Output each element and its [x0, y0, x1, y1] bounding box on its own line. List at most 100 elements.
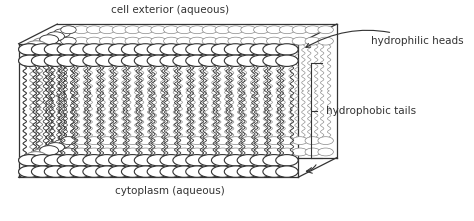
Circle shape [254, 26, 269, 34]
Circle shape [100, 137, 115, 145]
Circle shape [96, 166, 118, 177]
Circle shape [254, 148, 269, 156]
Circle shape [215, 37, 230, 45]
Circle shape [26, 163, 47, 174]
Circle shape [199, 166, 221, 177]
Circle shape [40, 35, 59, 44]
Circle shape [96, 55, 118, 67]
Circle shape [224, 44, 246, 55]
Circle shape [189, 137, 205, 145]
Circle shape [134, 154, 157, 166]
Circle shape [46, 32, 64, 41]
Circle shape [160, 166, 182, 177]
Circle shape [263, 154, 285, 166]
Circle shape [100, 26, 115, 34]
Circle shape [279, 148, 295, 156]
Circle shape [250, 55, 273, 67]
Circle shape [224, 166, 246, 177]
Circle shape [160, 44, 182, 55]
Circle shape [202, 26, 218, 34]
Circle shape [211, 154, 234, 166]
Circle shape [292, 26, 308, 34]
Circle shape [54, 140, 70, 148]
Text: cytoplasm (aqueous): cytoplasm (aqueous) [115, 186, 225, 196]
Circle shape [215, 26, 230, 34]
Circle shape [121, 166, 144, 177]
Circle shape [18, 44, 41, 55]
Circle shape [151, 37, 166, 45]
Circle shape [176, 37, 192, 45]
Circle shape [279, 37, 295, 45]
Circle shape [164, 26, 179, 34]
Circle shape [189, 37, 205, 45]
Circle shape [61, 37, 76, 45]
Circle shape [173, 55, 195, 67]
Circle shape [26, 41, 47, 51]
Circle shape [44, 55, 67, 67]
Circle shape [254, 37, 269, 45]
Circle shape [279, 26, 295, 34]
Circle shape [112, 148, 128, 156]
Circle shape [31, 55, 54, 67]
Circle shape [292, 137, 308, 145]
Circle shape [318, 37, 333, 45]
Circle shape [26, 52, 47, 63]
Circle shape [138, 37, 154, 45]
Circle shape [224, 154, 246, 166]
Circle shape [186, 154, 208, 166]
Circle shape [263, 44, 285, 55]
Circle shape [86, 137, 102, 145]
Circle shape [189, 26, 205, 34]
Circle shape [138, 137, 154, 145]
Circle shape [83, 44, 105, 55]
Circle shape [61, 37, 76, 45]
Circle shape [86, 37, 102, 45]
Circle shape [160, 154, 182, 166]
Circle shape [134, 44, 157, 55]
Circle shape [202, 148, 218, 156]
Circle shape [26, 152, 47, 162]
Circle shape [121, 44, 144, 55]
Circle shape [318, 137, 333, 145]
Circle shape [276, 44, 298, 55]
Circle shape [57, 166, 80, 177]
Circle shape [237, 44, 260, 55]
Circle shape [83, 154, 105, 166]
Circle shape [100, 148, 115, 156]
Text: cell exterior (aqueous): cell exterior (aqueous) [111, 5, 229, 15]
Circle shape [134, 166, 157, 177]
Circle shape [276, 55, 298, 67]
Circle shape [18, 55, 41, 67]
Circle shape [96, 44, 118, 55]
Circle shape [61, 148, 76, 156]
Circle shape [40, 46, 59, 56]
Text: hydrophobic tails: hydrophobic tails [326, 105, 416, 116]
Circle shape [57, 55, 80, 67]
Circle shape [215, 148, 230, 156]
Circle shape [211, 55, 234, 67]
Circle shape [134, 55, 157, 67]
Circle shape [44, 44, 67, 55]
Circle shape [70, 44, 92, 55]
Circle shape [33, 49, 53, 59]
Circle shape [109, 166, 131, 177]
Circle shape [250, 44, 273, 55]
Circle shape [224, 55, 246, 67]
Circle shape [266, 137, 282, 145]
Circle shape [241, 148, 256, 156]
Circle shape [305, 26, 320, 34]
Circle shape [164, 148, 179, 156]
Circle shape [186, 166, 208, 177]
Circle shape [61, 137, 76, 145]
Circle shape [160, 55, 182, 67]
Circle shape [40, 157, 59, 167]
Circle shape [121, 55, 144, 67]
Circle shape [109, 154, 131, 166]
Circle shape [147, 154, 170, 166]
Circle shape [276, 154, 298, 166]
Circle shape [305, 137, 320, 145]
Circle shape [237, 55, 260, 67]
Circle shape [73, 137, 89, 145]
Circle shape [176, 26, 192, 34]
Circle shape [263, 166, 285, 177]
